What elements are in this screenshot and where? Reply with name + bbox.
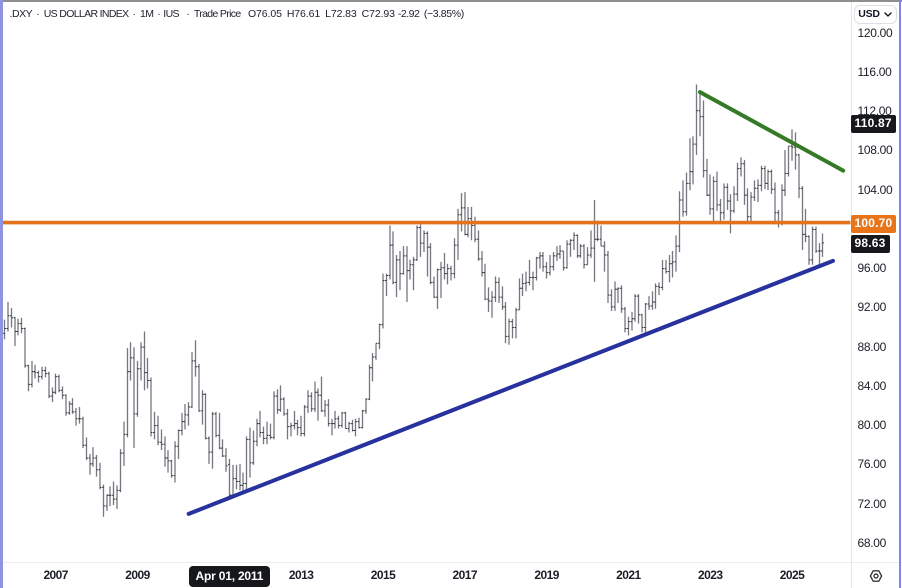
price-tick-label: 72.00 xyxy=(857,496,887,511)
currency-label: USD xyxy=(858,8,880,20)
descending-resistance-trendline[interactable] xyxy=(698,90,846,173)
chart-legend: .DXY · US DOLLAR INDEX · 1M · IUS · Trad… xyxy=(9,7,465,20)
time-axis-border xyxy=(0,562,902,564)
year-tick-label: 2023 xyxy=(697,568,723,582)
price-axis-badge: 98.63 xyxy=(850,234,890,253)
price-tick-label: 88.00 xyxy=(857,339,887,354)
interval-label[interactable]: 1M xyxy=(140,7,154,20)
price-tick-label: 112.00 xyxy=(857,104,892,119)
price-axis-badge: 110.87 xyxy=(850,114,896,133)
year-tick-label: 2021 xyxy=(616,568,641,582)
change-percent: (−3.85%) xyxy=(423,7,464,20)
year-tick-label: 2019 xyxy=(534,568,559,582)
year-tick-label: 2015 xyxy=(370,568,396,582)
price-tick-label: 104.00 xyxy=(857,182,893,197)
legend-separator: · xyxy=(36,7,40,20)
window-frame-right xyxy=(898,0,901,588)
legend-separator: · xyxy=(132,7,137,20)
venue-label: IUS xyxy=(163,7,179,20)
symbol-name[interactable]: .DXY xyxy=(9,7,33,20)
price-tick-label: 96.00 xyxy=(857,261,887,276)
price-tick-label: 84.00 xyxy=(857,378,887,393)
currency-dropdown[interactable]: USD xyxy=(853,4,897,24)
time-axis-badge: Apr 01, 2011 xyxy=(188,565,271,587)
ohlc-high: H76.61 xyxy=(286,7,321,20)
year-tick-label: 2007 xyxy=(43,568,68,582)
window-frame-left xyxy=(0,0,3,588)
series-name[interactable]: Trade Price xyxy=(193,7,241,20)
year-tick-label: 2009 xyxy=(125,568,150,582)
change-value: -2.92 xyxy=(397,7,420,20)
price-tick-label: 68.00 xyxy=(857,535,887,550)
price-axis-border xyxy=(850,0,852,588)
price-axis-badge: 100.70 xyxy=(850,214,897,233)
ohlc-bar-stems xyxy=(0,84,824,517)
symbol-description: US DOLLAR INDEX xyxy=(43,7,129,20)
legend-separator: · xyxy=(186,7,190,20)
legend-separator: · xyxy=(157,7,161,20)
ohlc-close: C72.93 xyxy=(361,7,395,20)
chevron-down-icon xyxy=(884,11,892,17)
price-tick-label: 92.00 xyxy=(857,300,887,315)
ascending-support-trendline[interactable] xyxy=(186,258,835,516)
settings-gear-icon[interactable] xyxy=(869,569,883,583)
ohlc-low: L72.83 xyxy=(325,7,357,20)
price-tick-label: 116.00 xyxy=(857,65,892,80)
price-tick-label: 76.00 xyxy=(857,457,887,472)
price-tick-label: 80.00 xyxy=(857,418,887,433)
year-tick-label: 2025 xyxy=(779,568,805,582)
window-frame-top xyxy=(0,0,902,2)
year-tick-label: 2013 xyxy=(288,568,314,582)
price-tick-label: 120.00 xyxy=(857,25,893,40)
price-tick-label: 108.00 xyxy=(857,143,893,158)
ohlc-open: O76.05 xyxy=(247,7,282,20)
year-tick-label: 2017 xyxy=(452,568,478,582)
